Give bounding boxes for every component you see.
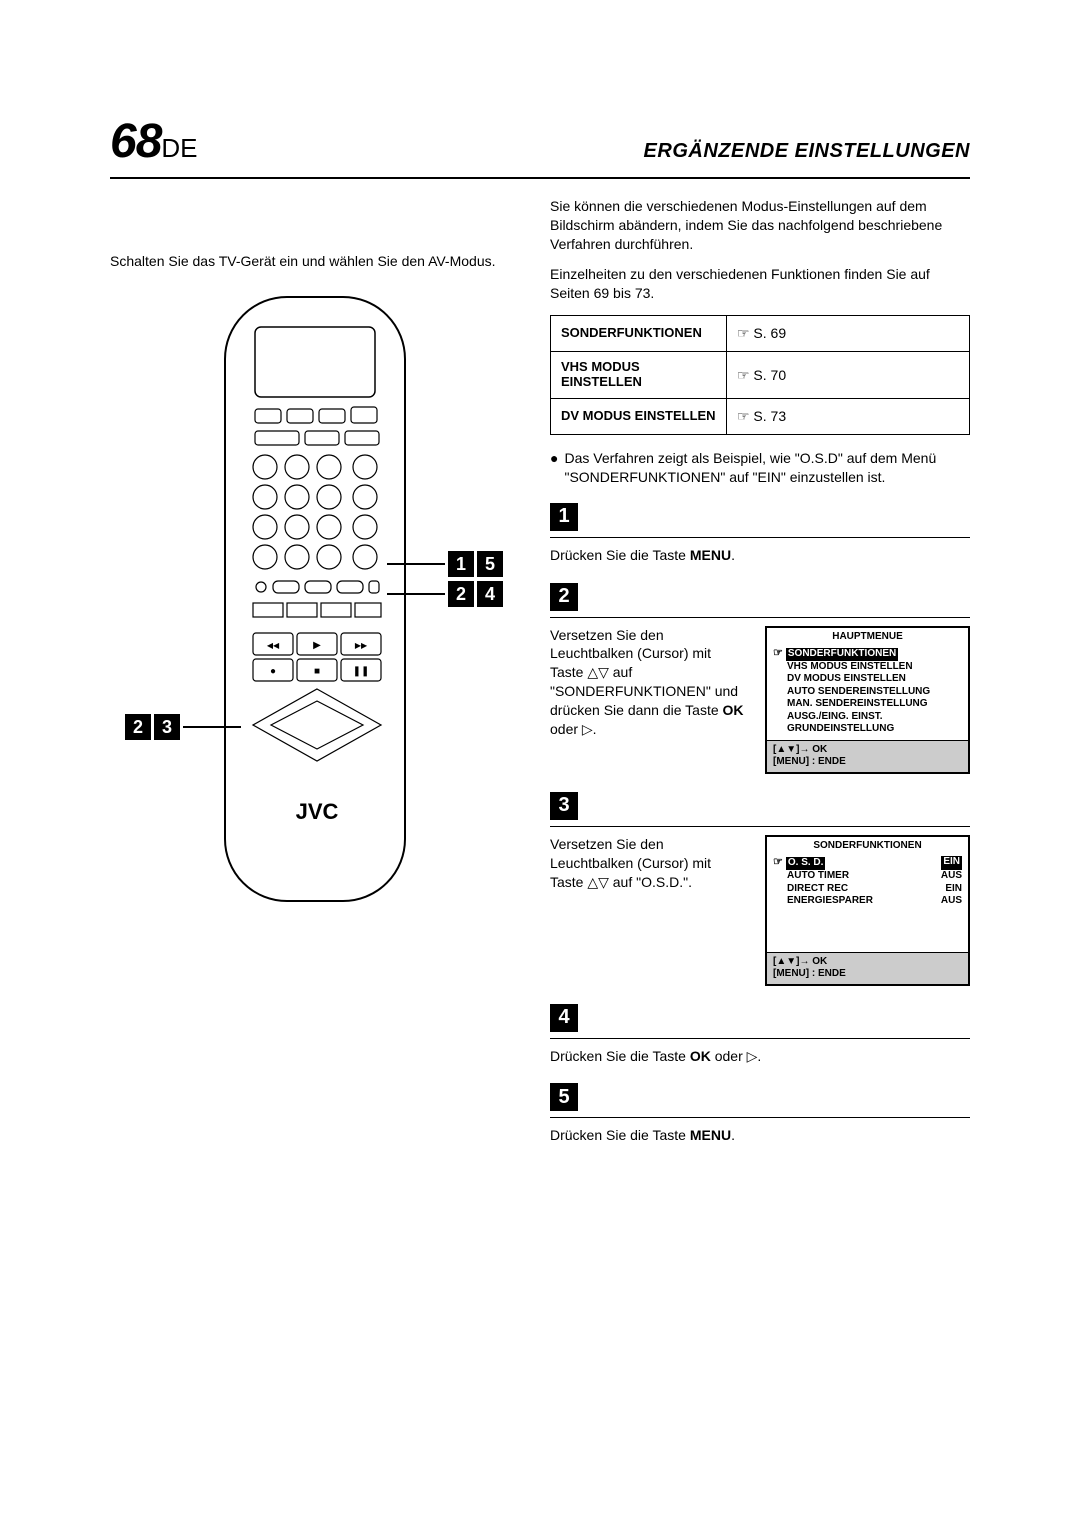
osd-item: MAN. SENDEREINSTELLUNG: [787, 698, 928, 711]
osd-title: SONDERFUNKTIONEN: [767, 837, 968, 855]
step-text: Drücken Sie die Taste: [550, 547, 690, 563]
step-2: 2 Versetzen Sie den Leuchtbalken (Cursor…: [550, 583, 970, 774]
svg-text:0: 0: [294, 552, 300, 564]
step-number: 5: [550, 1083, 578, 1111]
page-number-value: 68: [110, 115, 161, 168]
svg-text:✕: ✕: [260, 552, 269, 564]
step-1: 1 Drücken Sie die Taste MENU.: [550, 503, 970, 565]
svg-text:▷: ▷: [368, 722, 375, 731]
svg-text:4: 4: [262, 492, 268, 504]
callout-num: 1: [448, 551, 474, 577]
step-number: 3: [550, 792, 578, 820]
osd-item: AUSG./EING. EINST.: [787, 711, 883, 724]
osd-value: AUS: [941, 895, 962, 908]
svg-text:1: 1: [262, 462, 268, 474]
svg-text:3: 3: [326, 462, 332, 474]
svg-text:◀◀: ◀◀: [267, 641, 280, 650]
osd-footer: [MENU] : ENDE: [773, 968, 962, 981]
intro-paragraph-2: Einzelheiten zu den verschiedenen Funkti…: [550, 265, 970, 303]
step-bold: OK: [690, 1048, 711, 1064]
svg-text:■: ■: [314, 666, 320, 677]
table-row-label: DV MODUS EINSTELLEN: [551, 399, 727, 435]
osd-item: ENERGIESPARER: [787, 895, 873, 908]
svg-text:●: ●: [270, 666, 276, 677]
table-row-label: SONDERFUNKTIONEN: [551, 316, 727, 352]
step-number: 2: [550, 583, 578, 611]
osd-item: SONDERFUNKTIONEN: [786, 648, 898, 661]
step-text: Drücken Sie die Taste: [550, 1127, 690, 1143]
osd-hauptmenue: HAUPTMENUE ☞SONDERFUNKTIONEN VHS MODUS E…: [765, 626, 970, 774]
step-text: oder ▷.: [550, 721, 597, 737]
svg-text:JVC: JVC: [296, 799, 339, 824]
osd-footer: [MENU] : ENDE: [773, 756, 962, 769]
osd-footer: [▲▼]→ OK: [773, 744, 962, 757]
osd-item: GRUNDEINSTELLUNG: [787, 723, 894, 736]
section-title: ERGÄNZENDE EINSTELLUNGEN: [644, 138, 970, 165]
svg-text:❚❚: ❚❚: [353, 666, 370, 677]
step-text: Versetzen Sie den Leuchtbalken (Cursor) …: [550, 835, 747, 892]
callout-2-3: 2 3: [125, 714, 241, 740]
osd-pointer-icon: ☞: [773, 647, 783, 659]
osd-value: AUS: [941, 870, 962, 883]
step-5: 5 Drücken Sie die Taste MENU.: [550, 1083, 970, 1145]
svg-text:9: 9: [326, 522, 332, 534]
svg-text:◁: ◁: [260, 722, 267, 731]
left-intro: Schalten Sie das TV-Gerät ein und wählen…: [110, 252, 520, 271]
osd-item: AUTO TIMER: [787, 870, 849, 883]
callout-num: 5: [477, 551, 503, 577]
osd-item: O. S. D.: [786, 857, 826, 870]
svg-text:2: 2: [294, 462, 300, 474]
bullet-text: Das Verfahren zeigt als Beispiel, wie "O…: [564, 449, 970, 487]
svg-text:7: 7: [262, 522, 268, 534]
reference-table: SONDERFUNKTIONEN ☞ S. 69 VHS MODUS EINST…: [550, 315, 970, 435]
table-row-page: ☞ S. 69: [726, 316, 969, 352]
step-4: 4 Drücken Sie die Taste OK oder ▷.: [550, 1004, 970, 1066]
step-text: Drücken Sie die Taste: [550, 1048, 690, 1064]
page-lang: DE: [161, 133, 197, 163]
bullet-note: ● Das Verfahren zeigt als Beispiel, wie …: [550, 449, 970, 487]
osd-value: EIN: [941, 856, 962, 870]
step-text: .: [731, 547, 735, 563]
step-bold: MENU: [690, 1127, 731, 1143]
step-bold: MENU: [690, 547, 731, 563]
osd-item: DV MODUS EINSTELLEN: [787, 673, 906, 686]
svg-text:△: △: [314, 692, 321, 701]
svg-text:▽: ▽: [314, 752, 321, 761]
osd-item: VHS MODUS EINSTELLEN: [787, 661, 913, 674]
step-text: Versetzen Sie den Leuchtbalken (Cursor) …: [550, 627, 738, 719]
svg-text:5: 5: [294, 492, 300, 504]
osd-item: AUTO SENDEREINSTELLUNG: [787, 686, 930, 699]
remote-illustration: 1 2 3 4 5 6 7 8 9 ✕ 0: [185, 289, 445, 914]
step-number: 1: [550, 503, 578, 531]
svg-text:6: 6: [326, 492, 332, 504]
table-row-label: VHS MODUS EINSTELLEN: [551, 352, 727, 399]
osd-title: HAUPTMENUE: [767, 628, 968, 646]
svg-text:▶▶: ▶▶: [355, 641, 368, 650]
step-text: .: [731, 1127, 735, 1143]
callout-num: 4: [477, 581, 503, 607]
svg-text:▶: ▶: [313, 640, 321, 651]
osd-item: DIRECT REC: [787, 883, 848, 896]
svg-text:8: 8: [294, 522, 300, 534]
callout-1-5: 1 5: [387, 551, 503, 577]
callout-num: 3: [154, 714, 180, 740]
callout-num: 2: [448, 581, 474, 607]
callout-num: 2: [125, 714, 151, 740]
intro-paragraph-1: Sie können die verschiedenen Modus-Einst…: [550, 197, 970, 254]
osd-sonderfunktionen: SONDERFUNKTIONEN ☞O. S. D. EIN AUTO TIMER…: [765, 835, 970, 986]
step-number: 4: [550, 1004, 578, 1032]
step-bold: OK: [723, 702, 744, 718]
step-text: oder ▷.: [711, 1048, 761, 1064]
table-row-page: ☞ S. 73: [726, 399, 969, 435]
table-row-page: ☞ S. 70: [726, 352, 969, 399]
osd-pointer-icon: ☞: [773, 856, 783, 868]
callout-2-4: 2 4: [387, 581, 503, 607]
step-3: 3 Versetzen Sie den Leuchtbalken (Cursor…: [550, 792, 970, 986]
osd-value: EIN: [945, 883, 962, 896]
osd-footer: [▲▼]→ OK: [773, 956, 962, 969]
page-number: 68DE: [110, 110, 198, 175]
